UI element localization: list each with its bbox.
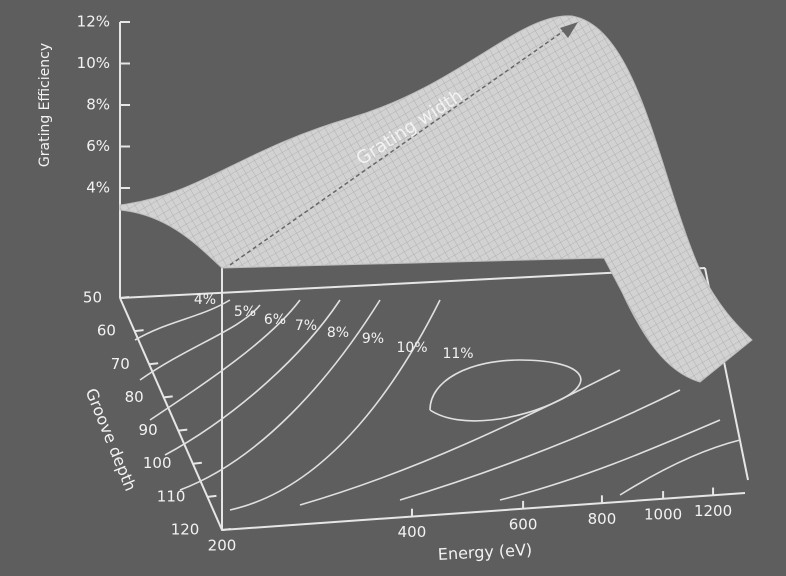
x-tick-label: 200 bbox=[208, 537, 237, 555]
y-tick-label: 100 bbox=[143, 454, 172, 472]
surface bbox=[119, 15, 753, 383]
z-axis-label: Grating Efficiency bbox=[37, 43, 53, 167]
x-tick-label: 600 bbox=[509, 515, 538, 533]
x-tick-label: 400 bbox=[398, 523, 427, 541]
contour-label: 7% bbox=[295, 318, 317, 334]
y-tick bbox=[221, 528, 232, 531]
y-tick bbox=[178, 428, 188, 432]
contour-label: 11% bbox=[442, 346, 473, 362]
arrow-head bbox=[560, 22, 578, 38]
z-tick-label: 4% bbox=[86, 179, 110, 197]
x-tick-label: 1000 bbox=[644, 506, 682, 524]
y-tick-label: 80 bbox=[125, 388, 144, 406]
y-tick bbox=[207, 494, 217, 498]
y-tick bbox=[119, 296, 130, 299]
contours bbox=[134, 299, 741, 511]
z-tick-label: 10% bbox=[77, 54, 110, 72]
y-tick-label: 70 bbox=[111, 355, 130, 373]
contour-label: 4% bbox=[194, 292, 216, 308]
z-tick-label: 8% bbox=[86, 96, 110, 114]
y-tick-label: 50 bbox=[83, 289, 102, 307]
x-tick-label: 1200 bbox=[694, 502, 732, 520]
x-axis-label: Energy (eV) bbox=[437, 540, 532, 564]
z-tick-label: 6% bbox=[86, 137, 110, 155]
y-tick bbox=[163, 395, 173, 399]
y-tick-label: 110 bbox=[157, 487, 186, 505]
y-tick-label: 60 bbox=[97, 322, 116, 340]
contour-label: 10% bbox=[396, 340, 427, 356]
contour-label: 6% bbox=[264, 312, 286, 328]
y-tick bbox=[192, 461, 202, 465]
arrow bbox=[229, 27, 569, 266]
y-tick bbox=[149, 362, 159, 366]
y-tick bbox=[134, 329, 144, 333]
contour-label: 9% bbox=[362, 331, 384, 347]
y-tick-label: 90 bbox=[139, 421, 158, 439]
contour-label: 8% bbox=[327, 325, 349, 341]
x-tick-label: 800 bbox=[588, 510, 617, 528]
y-tick-label: 120 bbox=[171, 521, 200, 539]
z-tick-label: 12% bbox=[77, 13, 110, 31]
contour-label: 5% bbox=[234, 304, 256, 320]
